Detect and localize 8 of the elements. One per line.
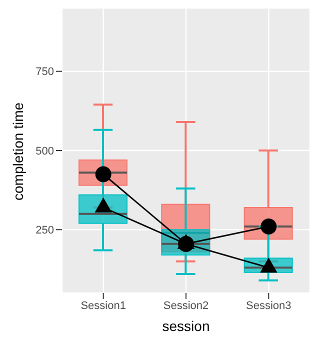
x-tick-label: Session2 bbox=[163, 300, 209, 312]
y-tick-label: 250 bbox=[36, 224, 54, 237]
y-axis-title: completion time bbox=[10, 102, 26, 200]
y-tick-label: 750 bbox=[36, 66, 54, 78]
x-tick-label: Session3 bbox=[246, 300, 292, 312]
x-tick-label: Session1 bbox=[80, 300, 126, 312]
x-axis-title: session bbox=[162, 318, 210, 334]
y-tick-label: 500 bbox=[36, 145, 54, 158]
